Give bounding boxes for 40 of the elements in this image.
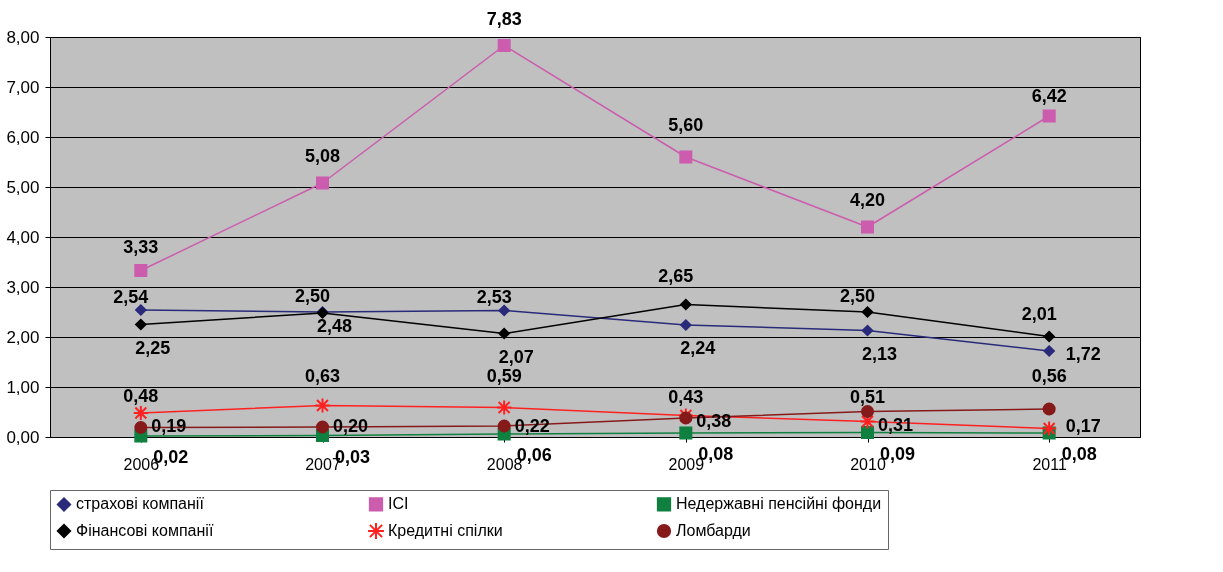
data-label: 2,07 — [498, 346, 534, 367]
data-label: 5,60 — [668, 115, 704, 135]
data-label: 4,20 — [849, 190, 886, 210]
data-label: 5,08 — [304, 146, 341, 166]
y-tick-label: 5,00 — [6, 177, 40, 197]
data-label: 0,56 — [1031, 366, 1067, 386]
y-tick-label: 7,00 — [6, 77, 40, 97]
data-label: 7,83 — [486, 8, 522, 29]
data-label: 6,42 — [1031, 86, 1067, 106]
data-label: 0,59 — [486, 365, 522, 386]
y-tick-label: 6,00 — [6, 127, 40, 147]
y-tick-label: 1,00 — [6, 377, 40, 397]
legend-label: Недержавні пенсійні фонди — [676, 495, 882, 513]
data-label: 0,51 — [849, 386, 886, 407]
y-tick-label: 3,00 — [6, 277, 40, 297]
legend-label: Кредитні спілки — [388, 522, 503, 539]
data-label: 2,65 — [658, 265, 694, 286]
data-label: 1,72 — [1065, 344, 1101, 364]
data-label: 0,48 — [123, 386, 159, 406]
y-tick-label: 0,00 — [6, 427, 40, 447]
data-label: 2,50 — [294, 286, 331, 306]
data-label: 0,43 — [668, 386, 704, 407]
y-tick-label: 2,00 — [6, 327, 40, 347]
legend-label: страхові компанії — [76, 495, 205, 513]
data-label: 3,33 — [123, 236, 159, 257]
data-label: 0,17 — [1065, 415, 1101, 436]
data-label: 2,13 — [861, 343, 898, 364]
legend-label: Ломбарди — [676, 522, 751, 539]
legend-label: ІСІ — [388, 495, 409, 513]
data-label: 2,54 — [113, 287, 149, 307]
y-tick-label: 8,00 — [6, 27, 40, 47]
data-label: 2,50 — [839, 286, 876, 306]
data-label: 2,25 — [135, 337, 171, 358]
data-label: 2,01 — [1021, 303, 1057, 324]
data-label: 2,53 — [476, 286, 512, 307]
legend-label: Фінансові компанії — [76, 522, 214, 539]
data-label: 0,63 — [304, 365, 341, 386]
y-tick-label: 4,00 — [6, 227, 40, 247]
data-label: 2,24 — [680, 338, 716, 358]
data-label: 2,48 — [316, 316, 353, 336]
